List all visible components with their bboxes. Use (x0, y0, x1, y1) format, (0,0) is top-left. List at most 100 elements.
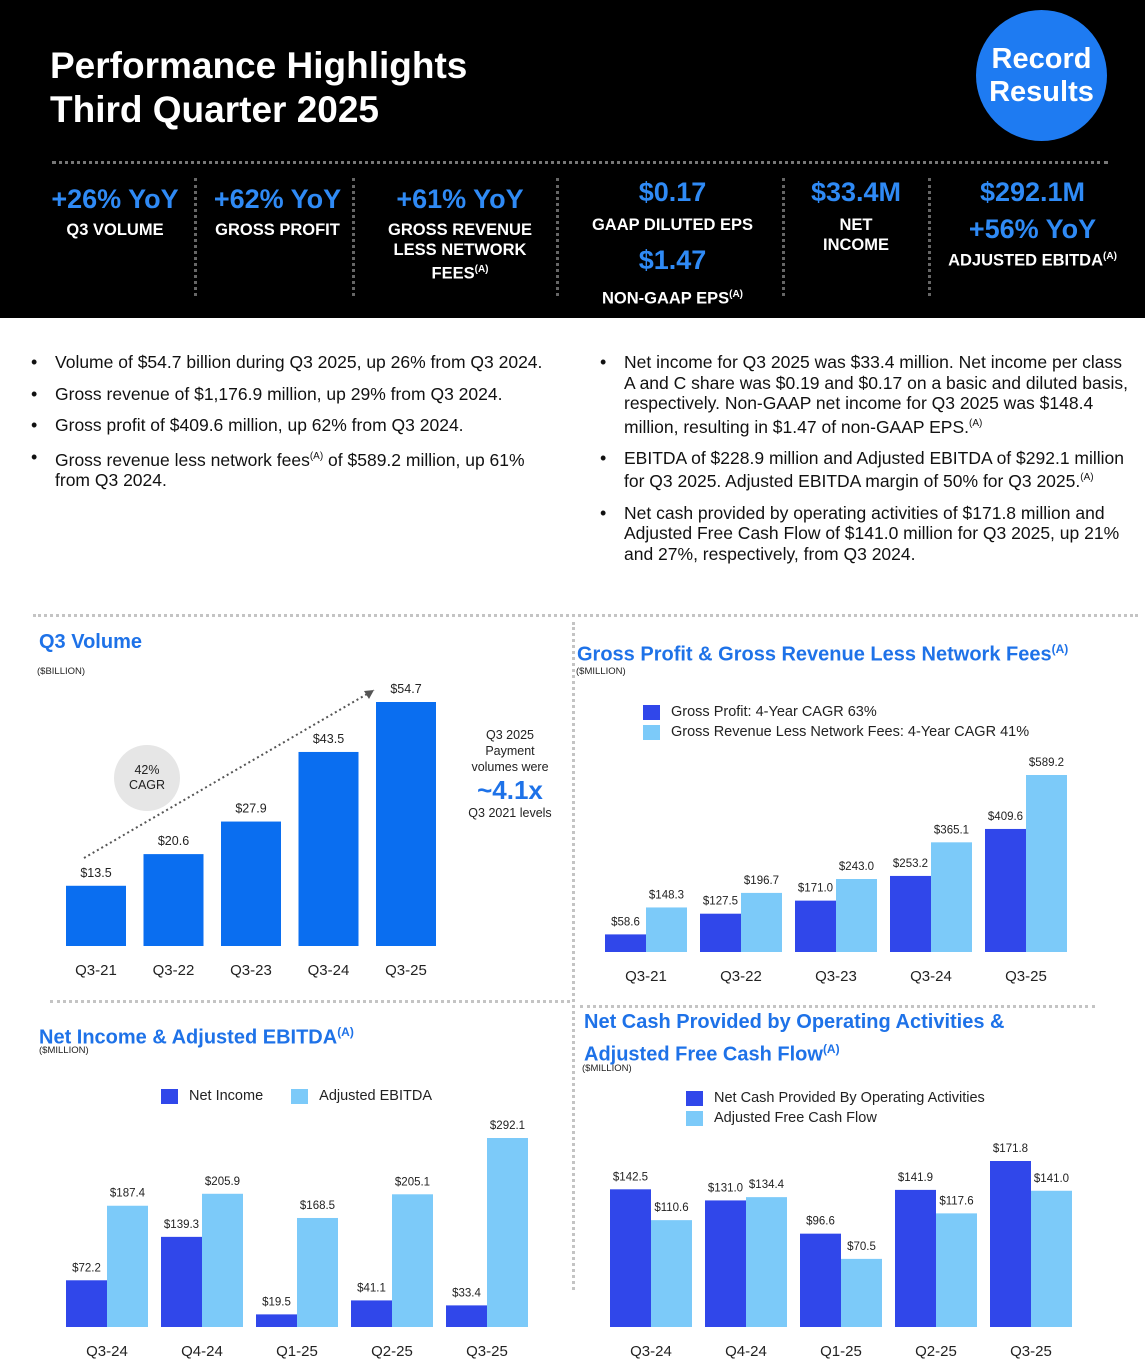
legend-swatch (161, 1088, 178, 1104)
bullet-text: Gross profit of $409.6 million, up 62% f… (55, 415, 464, 435)
net-income-chart: $72.2 $187.4 Q3-24 $139.3 $205.9 Q4-24 $19.5 $1… (66, 1120, 528, 1360)
cagr-label: CAGR (128, 778, 166, 792)
section-divider (50, 1000, 570, 1003)
cash-data-label: $171.8 (993, 1143, 1028, 1155)
net-income-bar (161, 1236, 202, 1327)
cash-bar (895, 1189, 936, 1327)
gross-bar (890, 875, 931, 952)
cagr-trend-line (83, 689, 375, 859)
header-banner: Performance Highlights Third Quarter 202… (0, 0, 1145, 318)
gross-chart-unit: ($MILLION) (576, 666, 626, 677)
cash-data-label: $142.5 (613, 1171, 648, 1183)
gross-data-label: $196.7 (744, 875, 779, 887)
volume-chart-unit: ($BILLION) (37, 666, 86, 677)
cash-bar (651, 1220, 692, 1327)
volume-chart: $13.5 Q3-21 $20.6 Q3-22 $27.9 Q3-23 $43.5 Q3-24… (66, 682, 436, 979)
net-income-bar (487, 1138, 528, 1327)
volume-note-line4: Q3 2021 levels (468, 806, 552, 820)
legend-label: Adjusted EBITDA (319, 1088, 432, 1104)
volume-data-label: $13.5 (80, 866, 111, 880)
net-income-axis-label: Q2-25 (371, 1343, 413, 1360)
bullet-text: Gross revenue of $1,176.9 million, up 29… (55, 383, 503, 404)
cash-chart-unit: ($MILLION) (582, 1063, 632, 1074)
volume-axis-label: Q3-22 (153, 962, 195, 979)
kpi-gross-revenue-label-line1: GROSS REVENUE (388, 221, 532, 239)
bullet-text: Net income for Q3 2025 was $33.4 million… (624, 352, 1128, 437)
bullet-text: Gross revenue less network fees (55, 449, 310, 470)
legend-swatch (643, 704, 660, 720)
gross-axis-label: Q3-21 (625, 968, 667, 985)
volume-data-label: $20.6 (158, 834, 189, 848)
title-line-2: Third Quarter 2025 (50, 89, 380, 130)
volume-bar (66, 885, 126, 946)
volume-chart-title: Q3 Volume (39, 631, 142, 653)
volume-bar (376, 702, 436, 946)
cash-chart-title-line2: Adjusted Free Cash Flow (584, 1043, 823, 1066)
volume-note-multiple: ~4.1x (477, 775, 543, 805)
cash-bar (841, 1258, 882, 1327)
gross-data-label: $365.1 (934, 824, 969, 836)
kpi-gross-revenue-value: +61% YoY (396, 184, 524, 214)
net-income-data-label: $205.9 (205, 1176, 240, 1188)
cash-data-label: $134.4 (749, 1179, 785, 1191)
gross-bar (700, 913, 741, 952)
net-income-axis-label: Q1-25 (276, 1343, 318, 1360)
net-income-bar (66, 1280, 107, 1327)
kpi-nongaap-eps-label: NON-GAAP EPS(A) (575, 285, 770, 309)
cash-axis-label: Q1-25 (820, 1343, 862, 1360)
bullet-gross-profit: Gross profit of $409.6 million, up 62% f… (31, 415, 551, 436)
legend-gross-revenue: Gross Revenue Less Network Fees: 4-Year … (643, 722, 1029, 742)
gross-axis-label: Q3-22 (720, 968, 762, 985)
gross-bar (605, 934, 646, 952)
gross-bar (741, 892, 782, 952)
bullet-text: Net cash provided by operating activitie… (624, 502, 1120, 564)
net-income-data-label: $33.4 (452, 1287, 481, 1299)
cash-bar (705, 1200, 746, 1327)
volume-note-line2: Payment (485, 744, 535, 758)
bullet-ebitda: EBITDA of $228.9 million and Adjusted EB… (600, 448, 1130, 492)
gross-chart-legend: Gross Profit: 4-Year CAGR 63% Gross Reve… (643, 702, 1029, 742)
kpi-separator (194, 178, 197, 296)
legend-free-cash-flow: Adjusted Free Cash Flow (686, 1108, 985, 1128)
gross-data-label: $148.3 (649, 889, 684, 901)
kpi-volume-value: +26% YoY (51, 184, 179, 214)
kpi-separator (352, 178, 355, 296)
badge-line-1: Record (991, 42, 1092, 75)
net-income-data-label: $19.5 (262, 1296, 291, 1308)
bullet-net-income: Net income for Q3 2025 was $33.4 million… (600, 352, 1130, 437)
bullet-text: Volume of $54.7 billion during Q3 2025, … (55, 352, 543, 372)
footnote-marker: (A) (822, 1042, 840, 1056)
net-income-bar (446, 1305, 487, 1327)
cash-bar (746, 1197, 787, 1327)
cash-axis-label: Q2-25 (915, 1343, 957, 1360)
gross-chart-title-text: Gross Profit & Gross Revenue Less Networ… (577, 643, 1052, 666)
cash-axis-label: Q4-24 (725, 1343, 767, 1360)
net-income-chart-title: Net Income & Adjusted EBITDA(A) (39, 1019, 354, 1052)
volume-data-label: $54.7 (390, 682, 421, 696)
kpi-separator (782, 178, 785, 296)
volume-note-line3: volumes were (471, 760, 549, 774)
kpi-gross-revenue-label-line2: LESS NETWORK (393, 241, 527, 259)
legend-gross-profit: Gross Profit: 4-Year CAGR 63% (643, 702, 1029, 722)
kpi-ebitda-label: ADJUSTED EBITDA(A) (940, 247, 1125, 271)
kpi-gross-profit-value: +62% YoY (213, 184, 342, 214)
gross-data-label: $171.0 (798, 883, 833, 895)
gross-data-label: $253.2 (893, 858, 928, 870)
section-divider (580, 1005, 1095, 1008)
kpi-net-income-label-line2: INCOME (823, 236, 889, 254)
legend-net-cash: Net Cash Provided By Operating Activitie… (686, 1088, 985, 1108)
kpi-gross-revenue: +61% YoY GROSS REVENUE LESS NETWORK FEES… (370, 176, 550, 284)
net-income-axis-label: Q4-24 (181, 1343, 223, 1360)
net-income-bar (107, 1205, 148, 1327)
gross-chart: $58.6 $148.3 Q3-21 $127.5 $196.7 Q3-22 $171.0 $… (605, 757, 1067, 985)
kpi-volume-label: Q3 VOLUME (66, 221, 164, 239)
page-title: Performance Highlights Third Quarter 202… (50, 44, 467, 132)
legend-adjusted-ebitda: Adjusted EBITDA (291, 1086, 432, 1106)
kpi-gaap-eps-value: $0.17 (638, 177, 707, 207)
gross-data-label: $127.5 (703, 896, 738, 908)
kpi-nongaap-eps-label-text: NON-GAAP EPS (601, 289, 730, 308)
volume-axis-label: Q3-23 (230, 962, 272, 979)
cash-chart-title-line1: Net Cash Provided by Operating Activitie… (584, 1011, 1005, 1033)
kpi-ebitda-value: $292.1M (979, 177, 1086, 207)
cagr-arrow-head (364, 690, 374, 699)
